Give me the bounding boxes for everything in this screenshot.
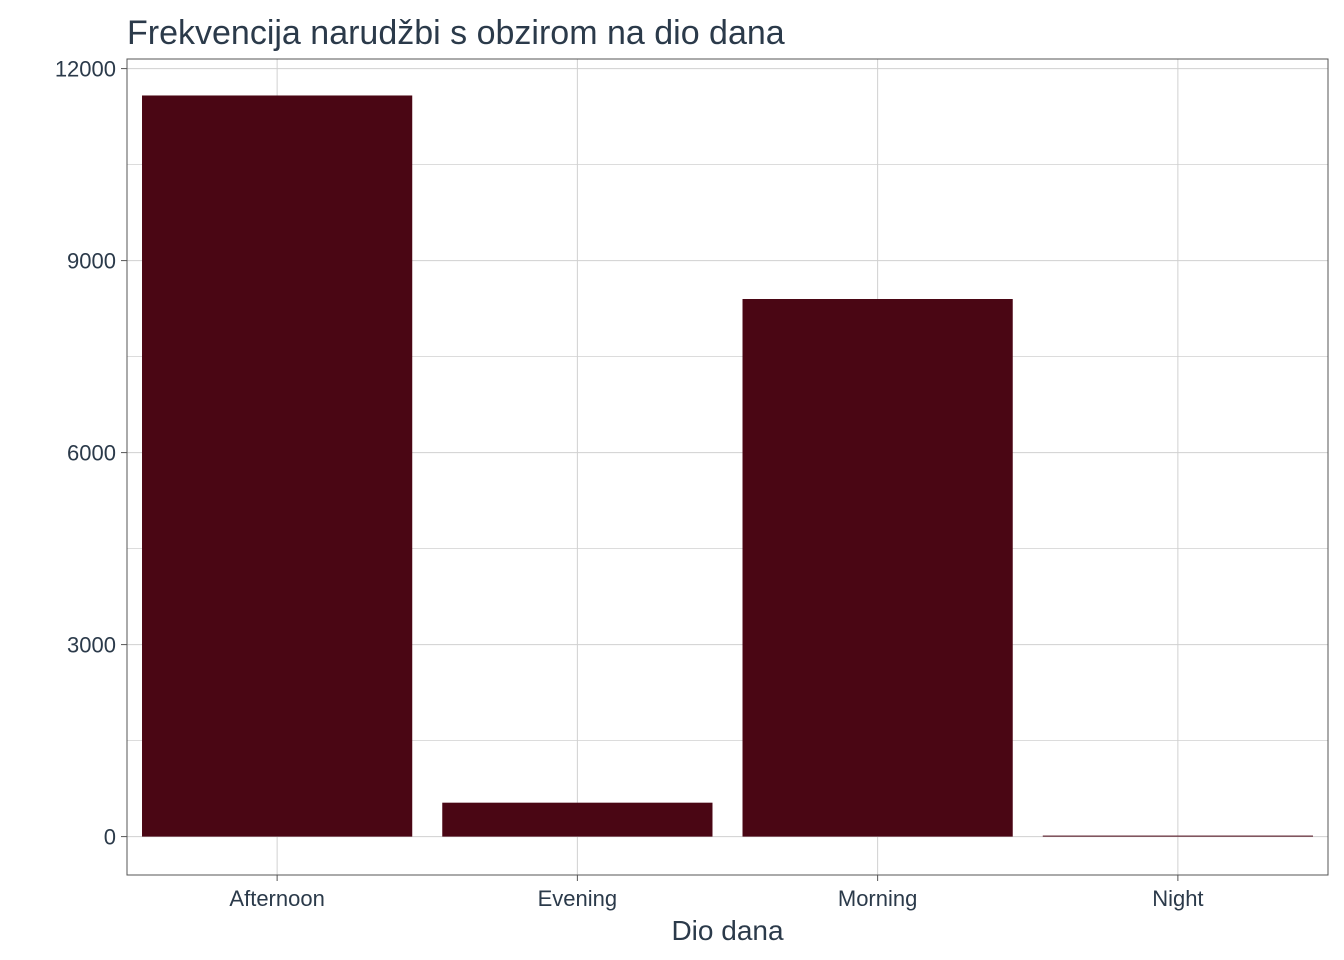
chart-title: Frekvencija narudžbi s obzirom na dio da… [127, 14, 785, 52]
x-axis: Afternoon Evening Morning Night [229, 875, 1204, 911]
bar-morning [742, 299, 1013, 837]
y-axis: 0 3000 6000 9000 12000 [55, 57, 127, 850]
x-tick-label: Evening [538, 886, 618, 911]
y-tick-label: 9000 [67, 249, 116, 274]
bar-afternoon [142, 95, 413, 837]
bar-night [1042, 835, 1313, 837]
plot-panel-border [126, 58, 1329, 876]
bar-evening [442, 802, 713, 837]
x-tick-label: Night [1152, 886, 1203, 911]
y-tick-label: 12000 [55, 57, 116, 82]
x-tick-label: Morning [838, 886, 917, 911]
y-tick-label: 6000 [67, 441, 116, 466]
bars [142, 95, 1313, 837]
y-tick-label: 3000 [67, 633, 116, 658]
x-axis-title: Dio dana [671, 915, 784, 946]
x-tick-label: Afternoon [229, 886, 324, 911]
y-tick-label: 0 [104, 825, 116, 850]
